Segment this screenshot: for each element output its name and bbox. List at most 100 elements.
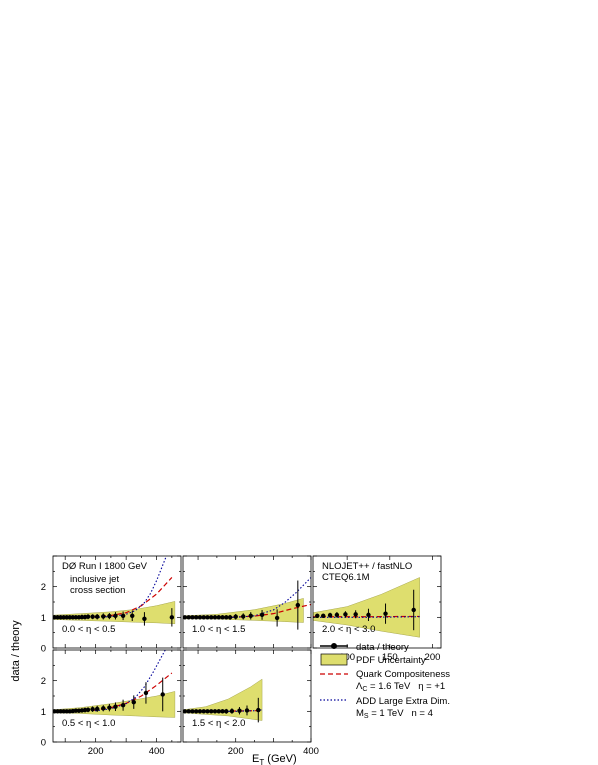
legend-qc-params: ΛC = 1.6 TeV η = +1 (356, 681, 445, 693)
data-point (366, 612, 371, 618)
pdf-band (53, 691, 176, 718)
data-point (321, 613, 326, 618)
data-point (73, 708, 79, 713)
legend: data / theory PDF Uncertainty Quark Comp… (320, 642, 450, 720)
legend-qc-lambda-sub: C (362, 686, 367, 693)
data-point (229, 708, 235, 714)
data-point (244, 708, 250, 713)
eta-range-label: 1.0 < η < 1.5 (192, 624, 245, 635)
eta-range-label: 2.0 < η < 3.0 (322, 624, 375, 635)
panel-plot-area-p1 (53, 556, 176, 627)
data-point (90, 614, 95, 619)
legend-pdf-swatch (320, 653, 348, 666)
data-point (274, 615, 280, 621)
data-point (295, 602, 301, 608)
pdf-band (183, 678, 263, 721)
data-point (120, 703, 126, 708)
x-axis-label-subscript: T (259, 758, 264, 765)
data-point (334, 612, 340, 618)
data-point (67, 615, 72, 620)
data-point (70, 615, 76, 620)
legend-add-ms-sub: S (364, 713, 369, 720)
data-point (101, 614, 106, 619)
data-point (190, 615, 195, 620)
legend-qc-lambda: Λ (356, 681, 363, 692)
eta-range-label: 1.5 < η < 2.0 (192, 718, 245, 729)
panel-plot-area-p4 (53, 650, 176, 718)
x-tick-label: 150 (382, 652, 398, 663)
data-point (61, 615, 66, 620)
data-point (94, 614, 100, 619)
legend-pdf-label: PDF Uncertainty (356, 655, 426, 666)
data-point (143, 690, 149, 696)
data-point (101, 706, 106, 711)
panel-p5: 200 400 1.5 < η < 2.0 (182, 649, 319, 757)
panel-p1: 0 1 2 0.0 < η < 0.5 DØ Run I 1800 GeV inclusi… (41, 555, 182, 655)
legend-qc-label: Quark Compositeness (356, 669, 450, 680)
y-tick-label: 1 (41, 707, 46, 718)
legend-add-ms: M (356, 708, 364, 719)
data-point (248, 613, 253, 618)
data-point (79, 614, 85, 620)
data-point (142, 616, 147, 622)
y-tick-label: 2 (41, 676, 46, 687)
legend-data-marker (331, 643, 337, 649)
data-point (241, 614, 246, 619)
x-tick-label: 200 (425, 652, 441, 663)
legend-add-params: MS = 1 TeV n = 4 (356, 708, 433, 720)
data-point (216, 709, 221, 714)
data-point (224, 615, 229, 620)
y-tick-label: 1 (41, 613, 46, 624)
data-point (205, 615, 210, 620)
data-point (64, 615, 69, 620)
panel-p2: 1.0 < η < 1.5 (182, 555, 312, 649)
panel-plot-area-p5 (183, 678, 263, 723)
legend-add-values: = 1 TeV n = 4 (369, 708, 433, 719)
data-point (212, 615, 218, 620)
eta-range-label: 0.5 < η < 1.0 (62, 718, 115, 729)
pdf-band (313, 577, 420, 638)
data-point (64, 709, 69, 714)
data-point (315, 613, 320, 618)
x-tick-label: 200 (228, 746, 244, 757)
data-point (212, 709, 218, 714)
y-tick-label: 0 (41, 644, 46, 655)
data-point (209, 615, 214, 620)
data-point (55, 615, 60, 620)
legend-data-label: data / theory (356, 642, 409, 653)
data-point (343, 612, 348, 617)
legend-qc-values: = 1.6 TeV η = +1 (367, 681, 445, 692)
data-point (220, 709, 225, 714)
data-point (131, 699, 136, 705)
x-axis-label: ET (GeV) (252, 753, 297, 765)
data-point (327, 612, 333, 618)
data-point (201, 615, 206, 620)
data-point (383, 611, 388, 616)
data-point (220, 615, 225, 620)
legend-add-label: ADD Large Extra Dim. (356, 696, 450, 707)
data-point (186, 709, 191, 714)
x-axis-label-unit: (GeV) (267, 753, 296, 765)
data-point (113, 613, 118, 618)
x-axis-label-main: E (252, 753, 259, 765)
data-point (120, 613, 126, 618)
data-point (237, 708, 242, 713)
data-point (256, 707, 261, 713)
data-point (61, 709, 66, 714)
data-point (205, 709, 210, 714)
y-tick-label: 2 (41, 582, 46, 593)
data-point (58, 709, 63, 714)
data-point (216, 615, 221, 620)
data-point (94, 706, 100, 712)
data-point (107, 613, 112, 619)
data-point (197, 615, 203, 620)
data-point (85, 707, 91, 712)
compositeness-curve (53, 577, 173, 618)
panel-note: CTEQ6.1M (322, 572, 370, 583)
data-point (85, 614, 91, 619)
data-point (90, 706, 95, 712)
data-point (73, 615, 79, 620)
data-point (197, 709, 203, 714)
data-point (227, 615, 233, 620)
